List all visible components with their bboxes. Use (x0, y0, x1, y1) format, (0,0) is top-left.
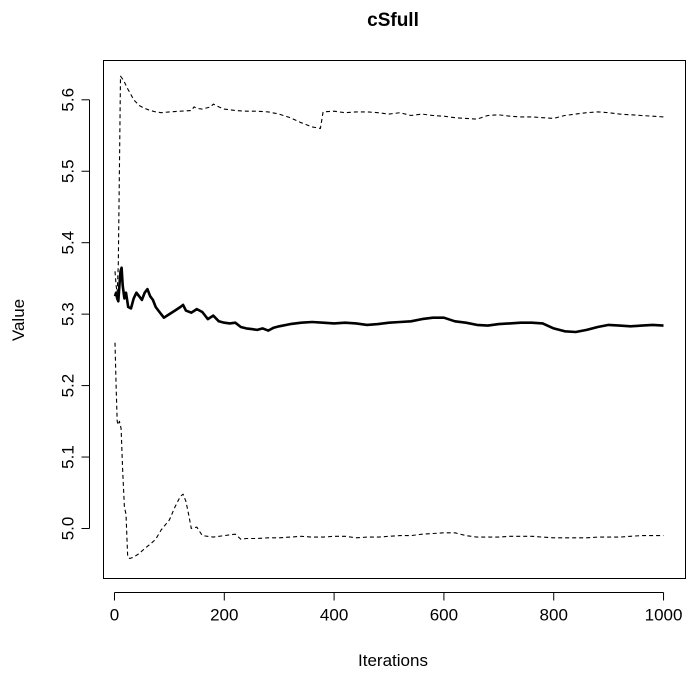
y-axis: 5.0 5.1 5.2 5.3 5.4 5.5 5.6 (59, 88, 90, 540)
x-tick-label: 400 (320, 606, 348, 625)
y-tick-label: 5.3 (59, 302, 78, 326)
x-axis-label: Iterations (358, 651, 428, 670)
y-tick-label: 5.5 (59, 159, 78, 183)
x-tick-label: 0 (110, 606, 119, 625)
y-axis-label: Value (9, 299, 28, 341)
x-axis: 0 200 400 600 800 1000 (110, 592, 683, 625)
y-tick-label: 5.0 (59, 517, 78, 541)
x-tick-label: 600 (430, 606, 458, 625)
plot-frame (103, 60, 686, 579)
y-tick-label: 5.6 (59, 88, 78, 112)
x-tick-label: 1000 (645, 606, 683, 625)
series-group (113, 75, 664, 560)
y-tick-label: 5.4 (59, 231, 78, 255)
x-tick-label: 800 (540, 606, 568, 625)
series-line-mean (113, 266, 664, 334)
y-tick-label: 5.2 (59, 374, 78, 398)
chart-title: cSfull (367, 10, 419, 31)
series-line-lower (114, 342, 664, 560)
y-tick-label: 5.1 (59, 445, 78, 469)
series-line-upper (114, 75, 664, 294)
x-tick-label: 200 (210, 606, 238, 625)
